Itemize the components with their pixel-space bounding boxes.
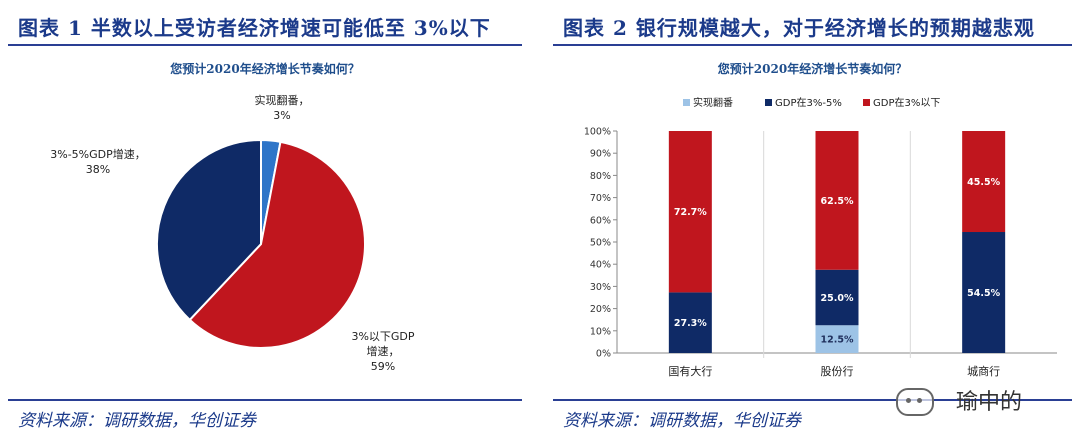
pie-slice-label: 3%以下GDP — [351, 330, 414, 343]
y-tick-label: 40% — [590, 260, 611, 271]
bar-data-label: 62.5% — [821, 196, 854, 207]
y-tick-label: 0% — [596, 349, 611, 360]
bar-segment — [962, 232, 1006, 353]
bar-chart-title: 您预计2020年经济增长节奏如何？ — [717, 62, 908, 76]
figure-2-top-rule — [553, 44, 1072, 46]
wechat-icon — [896, 388, 934, 416]
pie-chart-title: 您预计2020年经济增长节奏如何？ — [170, 62, 360, 76]
bar-data-label: 27.3% — [674, 318, 707, 329]
pie-slice-value-label: 38% — [86, 163, 110, 176]
y-tick-label: 90% — [590, 149, 611, 160]
figure-1-title: 图表 1 半数以上受访者经济增速可能低至 3%以下 — [18, 16, 491, 40]
bar-data-label: 12.5% — [821, 335, 854, 346]
figure-2-panel: 图表 2 银行规模越大，对于经济增长的预期越悲观 您预计2020年经济增长节奏如… — [545, 0, 1080, 447]
figure-1-source: 资料来源：调研数据，华创证券 — [18, 411, 256, 431]
y-tick-label: 10% — [590, 326, 611, 337]
figure-2-bottom-rule — [553, 399, 1072, 401]
bar-data-label: 72.7% — [674, 207, 707, 218]
legend-swatch — [765, 99, 772, 106]
y-tick-label: 70% — [590, 193, 611, 204]
x-category-label: 城商行 — [967, 364, 1000, 378]
pie-slice-label: 增速， — [367, 344, 400, 358]
bar-segment — [962, 131, 1006, 233]
x-category-label: 股份行 — [821, 365, 854, 378]
pie-slice — [188, 140, 366, 349]
figure-2-source: 资料来源：调研数据，华创证券 — [563, 411, 801, 431]
legend-label: GDP在3%以下 — [873, 97, 940, 109]
y-tick-label: 80% — [590, 171, 611, 182]
pie-slice-value-label: 3% — [273, 109, 290, 122]
bar-segment — [815, 131, 859, 270]
pie-slice-label: 实现翻番， — [255, 93, 310, 107]
watermark: 瑜中的 — [890, 384, 1070, 418]
y-tick-label: 100% — [584, 127, 611, 138]
pie-slice-value-label: 59% — [371, 360, 395, 373]
y-tick-label: 20% — [590, 304, 611, 315]
bar-data-label: 54.5% — [967, 288, 1000, 299]
bar-data-label: 25.0% — [821, 293, 854, 304]
bar-segment — [815, 269, 859, 326]
pie-slice — [156, 138, 262, 322]
legend-label: GDP在3%-5% — [775, 97, 842, 109]
figure-1-top-rule — [8, 44, 522, 46]
legend-label: 实现翻番 — [693, 96, 733, 109]
watermark-text: 瑜中的 — [956, 390, 1023, 415]
legend-swatch — [683, 99, 690, 106]
figure-2-title: 图表 2 银行规模越大，对于经济增长的预期越悲观 — [563, 16, 1035, 40]
figure-1-bottom-rule — [8, 399, 522, 401]
stacked-bar-chart: 实现翻番 GDP在3%-5% GDP在3%以下 0% 10% 20% 30% 40% 50% 60… — [584, 96, 1057, 378]
x-category-label: 国有大行 — [668, 364, 712, 378]
y-tick-label: 30% — [590, 282, 611, 293]
legend-swatch — [863, 99, 870, 106]
figure-1-panel: 图表 1 半数以上受访者经济增速可能低至 3%以下 您预计2020年经济增长节奏… — [0, 0, 530, 447]
bar-segment — [815, 325, 859, 353]
y-tick-label: 50% — [590, 238, 611, 249]
y-tick-label: 60% — [590, 215, 611, 226]
pie-slice-label: 3%-5%GDP增速， — [50, 147, 146, 161]
bar-segment — [668, 292, 712, 353]
bar-data-label: 45.5% — [967, 177, 1000, 188]
bar-segment — [668, 131, 712, 293]
